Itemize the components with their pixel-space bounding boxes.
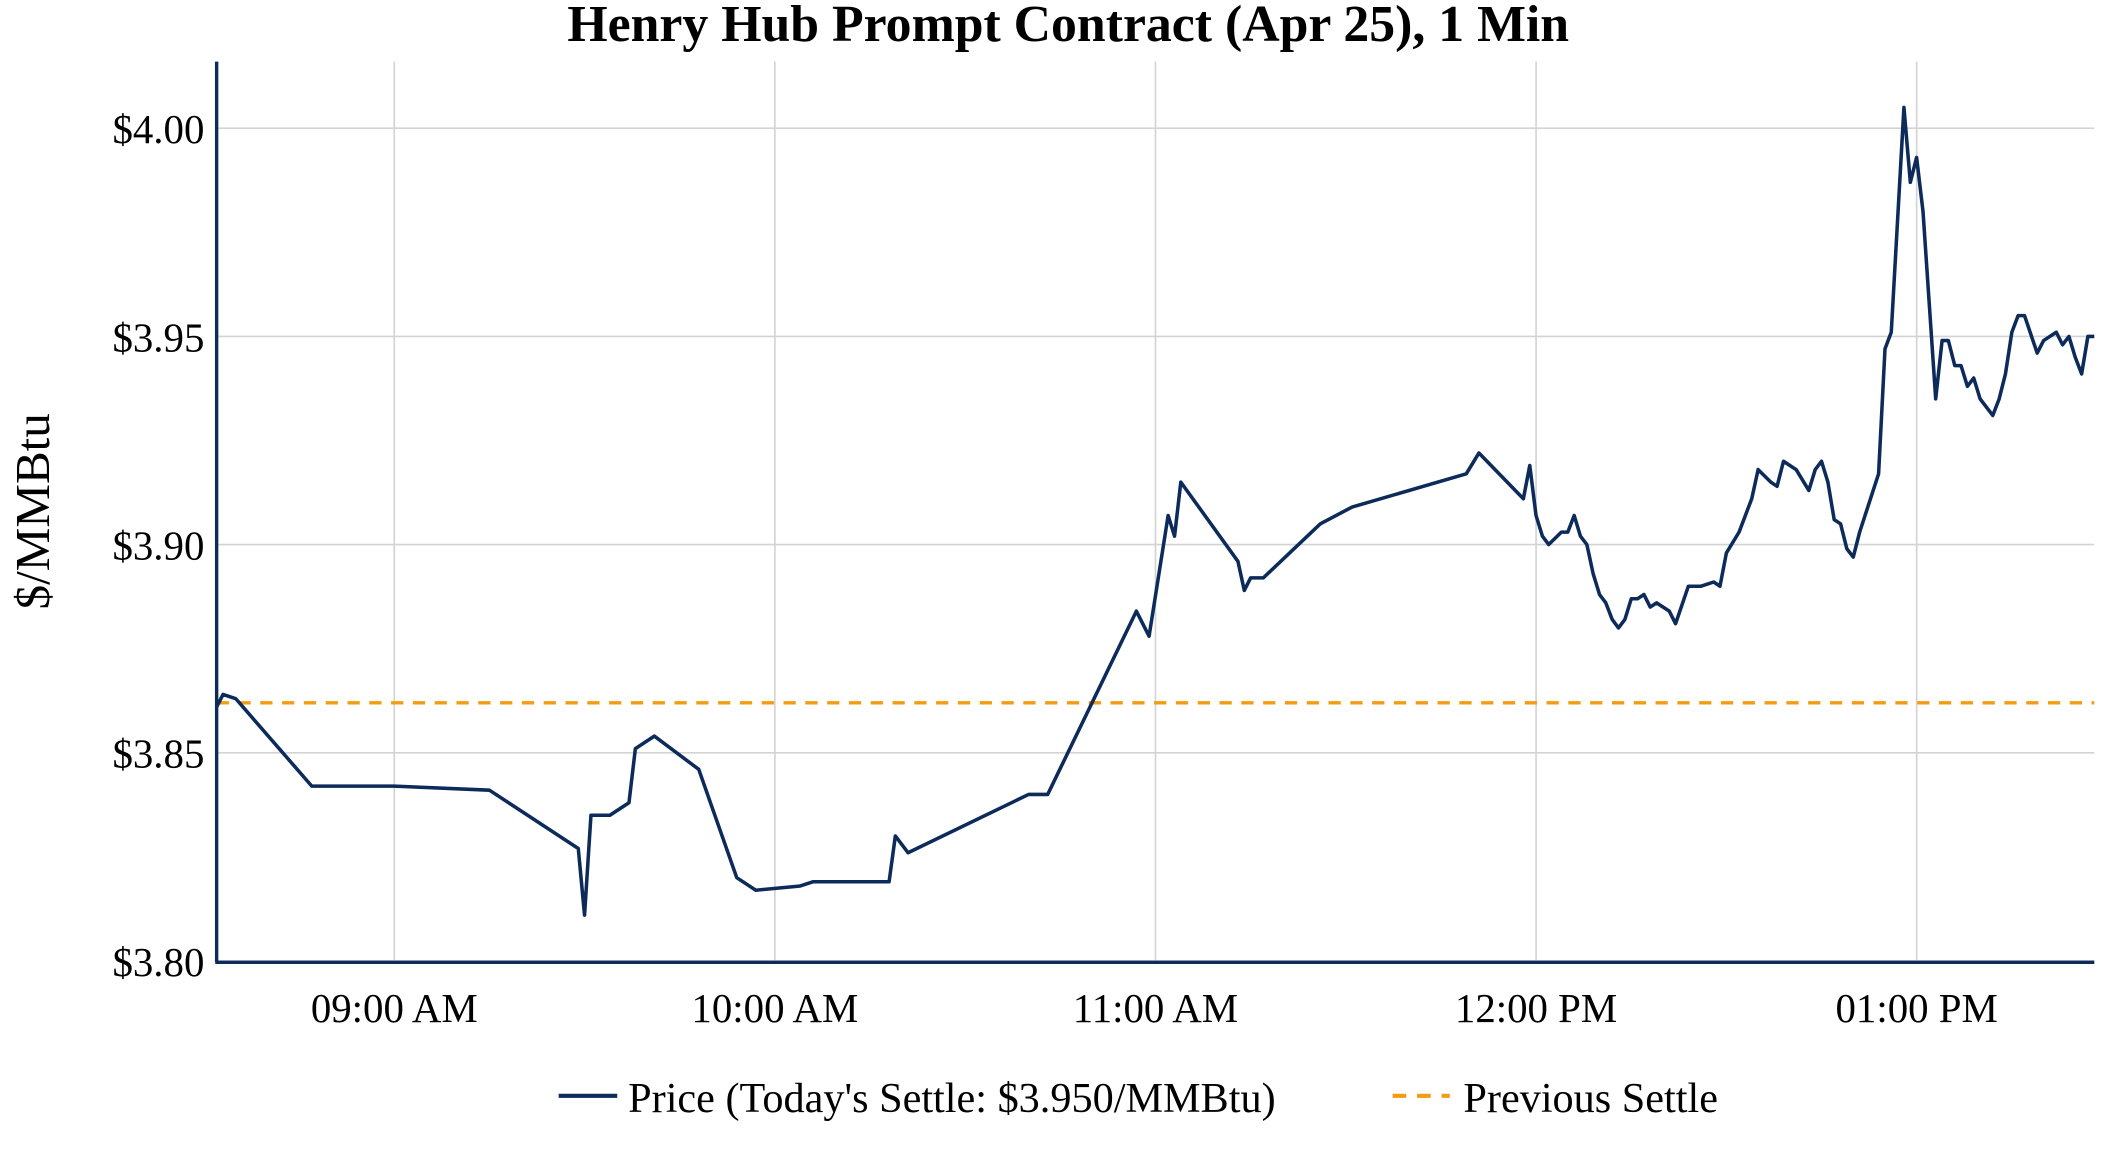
y-tick-label: $3.85 (112, 732, 204, 777)
gridlines (216, 61, 2095, 962)
price-line (215, 105, 2095, 917)
x-tick-label: 01:00 PM (1836, 986, 1998, 1031)
y-tick-label: $4.00 (112, 107, 204, 152)
y-tick-label: $3.95 (112, 315, 204, 360)
x-tick-label: 12:00 PM (1455, 986, 1617, 1031)
x-tick-label: 11:00 AM (1073, 986, 1238, 1031)
y-tick-labels: $3.80 $3.85 $3.90 $3.95 $4.00 (112, 107, 204, 985)
y-tick-label: $3.90 (112, 524, 204, 569)
legend-previous-settle-label: Previous Settle (1463, 1075, 1718, 1122)
x-tick-labels: 09:00 AM 10:00 AM 11:00 AM 12:00 PM 01:00 PM (311, 986, 1998, 1031)
chart-title: Henry Hub Prompt Contract (Apr 25), 1 Mi… (567, 0, 1569, 53)
legend: Price (Today's Settle: $3.950/MMBtu) Pre… (558, 1075, 1718, 1122)
x-tick-label: 09:00 AM (311, 986, 478, 1031)
y-tick-label: $3.80 (112, 940, 204, 985)
x-tick-label: 10:00 AM (691, 986, 858, 1031)
legend-price-label: Price (Today's Settle: $3.950/MMBtu) (628, 1075, 1275, 1122)
y-axis-label: $/MMBtu (5, 413, 60, 609)
